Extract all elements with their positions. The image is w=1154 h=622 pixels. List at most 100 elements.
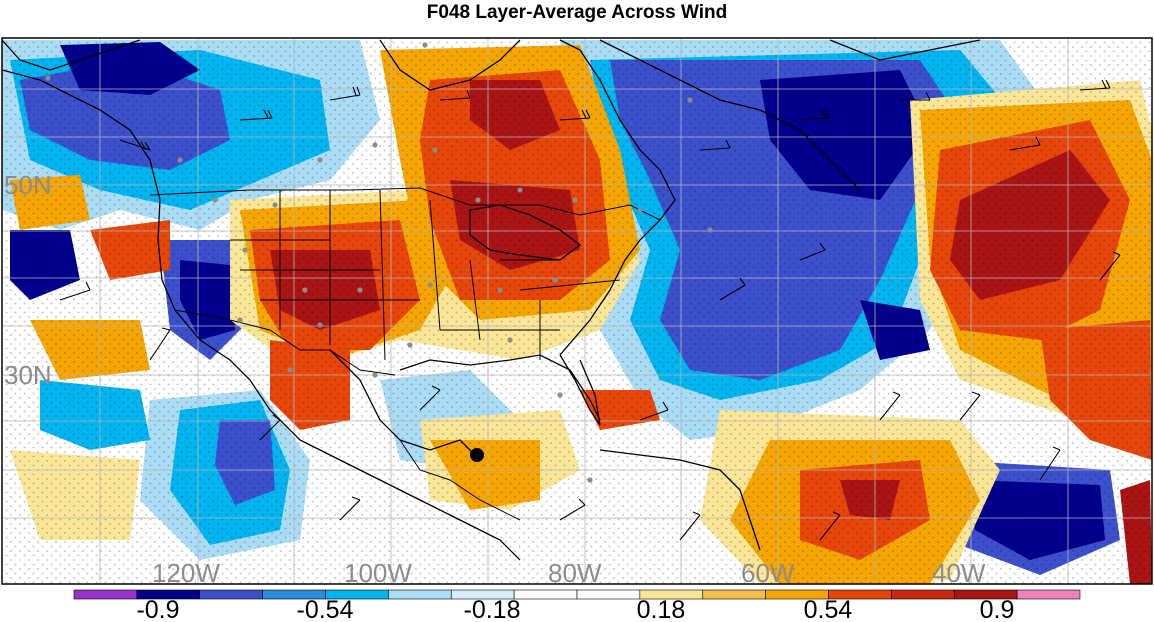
wind-barb — [119, 139, 151, 151]
station-dot — [432, 147, 438, 153]
station-dot — [507, 337, 513, 343]
great-lakes — [469, 204, 582, 261]
station-dot — [272, 202, 278, 208]
coastlines — [2, 39, 981, 561]
lon-label-40w: 40W — [932, 558, 986, 588]
lat-lon-grid — [2, 38, 1152, 584]
lon-label-60w: 60W — [741, 558, 795, 588]
wind-barb — [559, 109, 591, 121]
wind-barb — [639, 401, 669, 421]
station-dot — [287, 367, 293, 373]
wind-barb — [900, 91, 931, 101]
us-canada-border — [149, 187, 661, 221]
central-america — [399, 439, 521, 521]
station-dots — [45, 42, 713, 483]
wind-barb — [559, 498, 586, 521]
wind-barb — [699, 139, 731, 151]
wind-barb — [1079, 79, 1111, 91]
station-dot — [407, 342, 413, 348]
border-f — [379, 189, 386, 361]
wind-barb — [1039, 446, 1061, 481]
map-frame — [1, 37, 1153, 585]
wind-barb — [329, 86, 361, 101]
north-america-west-coast — [2, 69, 521, 561]
caribbean-islands — [599, 449, 761, 551]
wind-barb — [439, 89, 471, 101]
border-h — [469, 259, 481, 341]
alaska-coast — [2, 39, 141, 71]
station-dot — [317, 322, 323, 328]
wind-barbs — [59, 79, 1121, 541]
station-dot — [517, 187, 523, 193]
wind-barb — [799, 109, 831, 121]
colorbar-bin — [73, 589, 138, 600]
florida-peninsula — [559, 354, 601, 426]
colorbar-label: 0.18 — [637, 596, 686, 622]
field-stippling — [2, 38, 1152, 584]
colorbar-label: 0.9 — [980, 596, 1015, 622]
shaded-field — [2, 38, 1152, 584]
greenland-coast — [829, 39, 981, 61]
map-panel — [2, 38, 1152, 584]
colorbar-label: -0.9 — [136, 596, 179, 622]
station-dot — [557, 392, 563, 398]
lat-label-30n: 30N — [4, 360, 52, 390]
wind-barb — [259, 414, 281, 441]
lat-label-50n: 50N — [4, 170, 52, 200]
station-dot — [242, 247, 248, 253]
wind-barb — [1009, 136, 1041, 151]
station-dot — [687, 97, 693, 103]
station-dot — [372, 372, 378, 378]
station-dot — [177, 157, 183, 163]
wind-barb — [239, 109, 273, 121]
station-dot — [302, 287, 308, 293]
station-dot — [212, 197, 218, 203]
colorbar-bin — [576, 589, 641, 600]
wind-barb — [719, 277, 746, 301]
wind-barb — [879, 391, 901, 421]
labrador-coast — [599, 39, 861, 191]
colorbar-bin — [388, 589, 452, 600]
station-dot — [497, 287, 503, 293]
colorbar-bin — [199, 589, 263, 600]
station-dot — [707, 227, 713, 233]
colorbar-bin — [513, 589, 578, 600]
station-dot — [317, 157, 323, 163]
station-dot — [427, 282, 433, 288]
colorbar-bin — [1016, 589, 1081, 600]
station-dot — [357, 287, 363, 293]
wind-barb — [149, 327, 171, 361]
station-dot — [45, 75, 51, 81]
colorbar-label: 0.54 — [804, 596, 853, 622]
state-borders — [149, 187, 661, 521]
wind-barb — [419, 385, 441, 411]
colorbar-label: -0.54 — [297, 596, 354, 622]
wind-barb — [1099, 251, 1121, 281]
wind-barb — [819, 511, 841, 541]
lon-label-120w: 120W — [152, 558, 220, 588]
wind-barb — [799, 242, 826, 261]
station-dot — [372, 142, 378, 148]
map-title: F048 Layer-Average Across Wind — [426, 2, 728, 23]
east-coast — [559, 39, 676, 356]
wind-barb — [59, 281, 91, 301]
colorbar-label: -0.18 — [464, 596, 521, 622]
storm-center-dot — [470, 448, 484, 462]
station-dot — [475, 197, 481, 203]
lon-label-80w: 80W — [548, 558, 602, 588]
border-k — [519, 279, 621, 291]
lon-label-100w: 100W — [344, 558, 412, 588]
station-dot — [572, 197, 578, 203]
border-g — [429, 199, 441, 331]
wind-barb — [339, 496, 361, 521]
station-dot — [237, 317, 243, 323]
us-mexico-border — [174, 309, 396, 376]
colorbar-bin — [891, 589, 955, 600]
north-america-gulf-coast — [399, 354, 601, 421]
station-dot — [587, 477, 593, 483]
wind-barb — [959, 391, 981, 421]
station-dot — [422, 42, 428, 48]
station-dot — [552, 277, 558, 283]
wind-barb — [679, 511, 701, 541]
